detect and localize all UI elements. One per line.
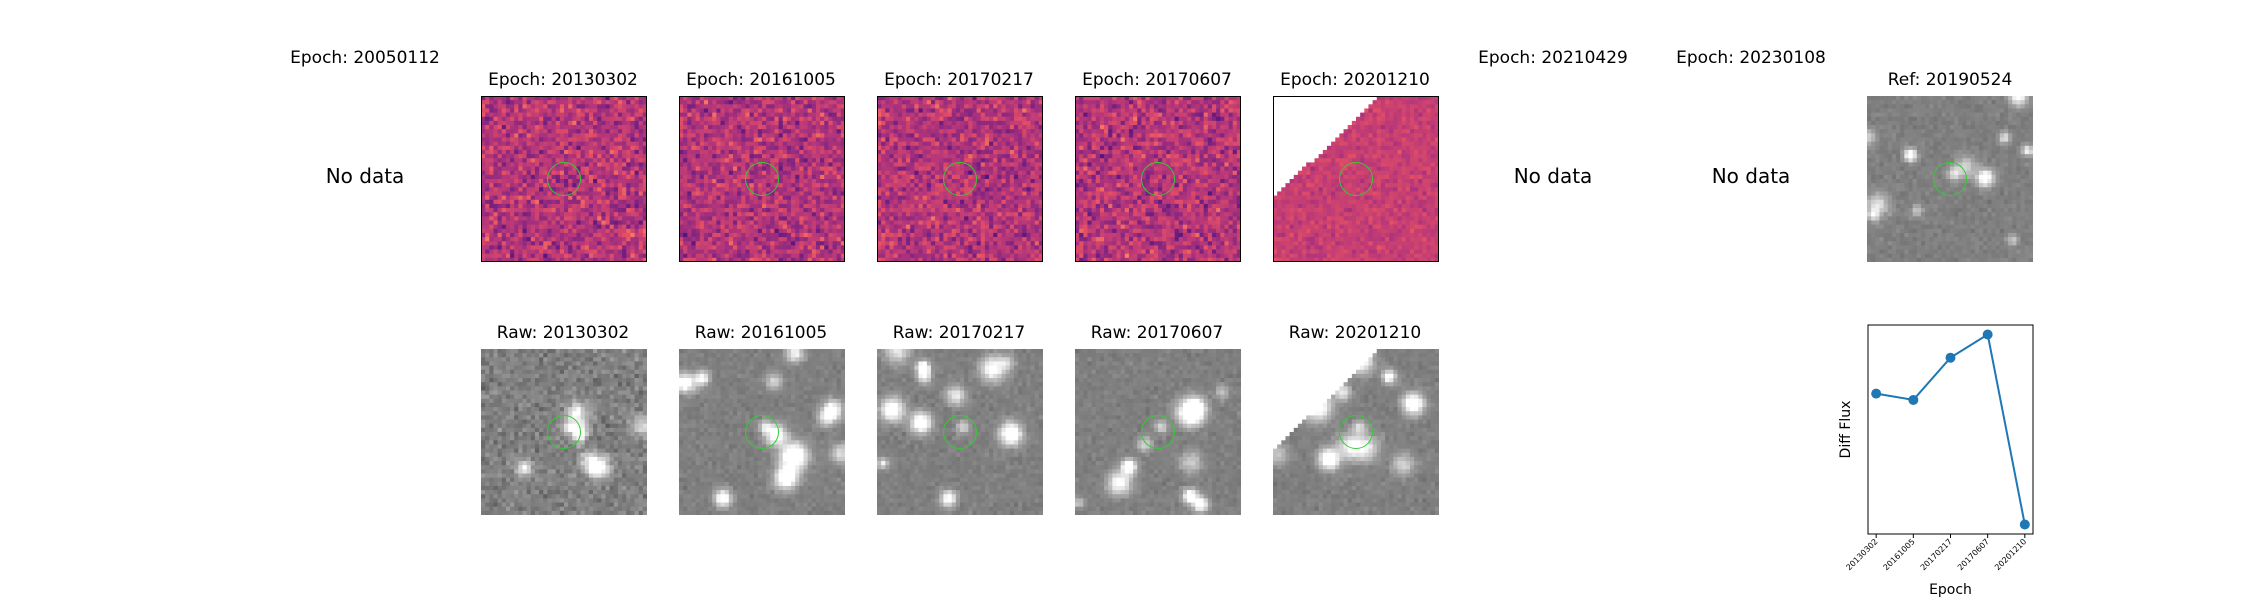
x-axis-label: Epoch: [1929, 582, 1972, 598]
data-point: [2019, 519, 2030, 530]
bottom-title-4: Raw: 20170607: [1090, 323, 1224, 343]
no-data-label-8: No data: [1711, 164, 1791, 188]
bottom-title-2: Raw: 20161005: [694, 323, 828, 343]
pixel-image: [1075, 96, 1241, 262]
diff-panel-20161005: [679, 96, 845, 262]
raw-panel-20130302: [481, 349, 647, 515]
pixel-image: [1273, 96, 1439, 262]
top-title-5: Epoch: 20170607: [1082, 70, 1232, 90]
ref-panel-20190524: [1867, 96, 2033, 262]
diff-panel-20170607: [1075, 96, 1241, 262]
diff-panel-20130302: [481, 96, 647, 262]
pixel-image: [679, 349, 845, 515]
raw-panel-20201210: [1273, 349, 1439, 515]
top-title-1: Epoch: 20050112: [290, 48, 440, 68]
bottom-title-1: Raw: 20130302: [496, 323, 630, 343]
top-title-8: Epoch: 20230108: [1676, 48, 1826, 68]
top-title-2: Epoch: 20130302: [488, 70, 638, 90]
raw-panel-20170217: [877, 349, 1043, 515]
x-tick-label: 20161005: [1882, 537, 1917, 572]
data-point: [1908, 394, 1919, 405]
light-curve-chart: 20130302 20161005 20170217 20170607 20201210…: [1838, 324, 2034, 598]
x-tick-label: 20130302: [1844, 537, 1879, 572]
no-data-label-7: No data: [1513, 164, 1593, 188]
raw-panel-20161005: [679, 349, 845, 515]
top-title-7: Epoch: 20210429: [1478, 48, 1628, 68]
raw-panel-20170607: [1075, 349, 1241, 515]
top-title-6: Epoch: 20201210: [1280, 70, 1430, 90]
x-tick-label: 20170607: [1956, 537, 1991, 572]
pixel-image: [877, 349, 1043, 515]
bottom-title-5: Raw: 20201210: [1288, 323, 1422, 343]
data-point: [1982, 329, 1993, 340]
pixel-image: [679, 96, 845, 262]
diff-panel-20201210: [1273, 96, 1439, 262]
y-axis-label: Diff Flux: [1838, 401, 1854, 459]
data-point: [1945, 352, 1956, 363]
no-data-label-1: No data: [325, 164, 405, 188]
pixel-image: [1075, 349, 1241, 515]
series-line: [1876, 332, 2026, 525]
x-tick-label: 20201210: [1993, 537, 2028, 572]
x-tick-label: 20170217: [1919, 537, 1954, 572]
top-title-9: Ref: 20190524: [1887, 70, 2013, 90]
top-title-4: Epoch: 20170217: [884, 70, 1034, 90]
pixel-image: [877, 96, 1043, 262]
pixel-image: [1273, 349, 1439, 515]
pixel-image: [481, 349, 647, 515]
pixel-image: [1867, 96, 2033, 262]
top-title-3: Epoch: 20161005: [686, 70, 836, 90]
diff-panel-20170217: [877, 96, 1043, 262]
pixel-image: [481, 96, 647, 262]
data-point: [1871, 388, 1882, 399]
bottom-title-3: Raw: 20170217: [892, 323, 1026, 343]
